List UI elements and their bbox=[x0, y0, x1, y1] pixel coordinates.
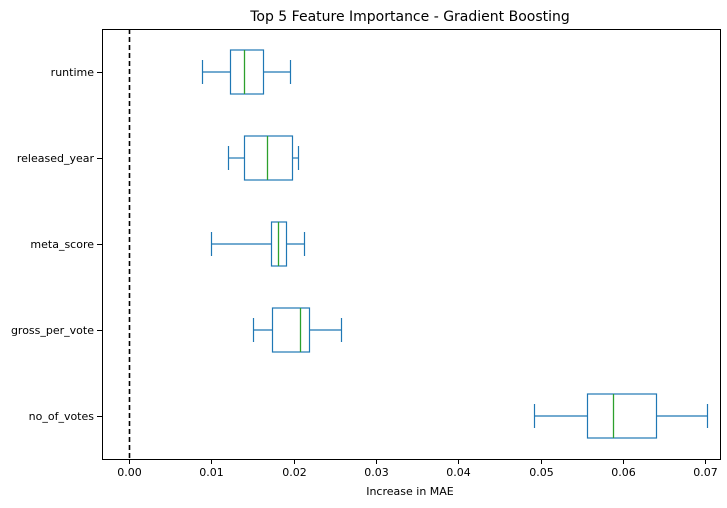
y-tick-label: runtime bbox=[51, 66, 95, 79]
x-tick-label: 0.07 bbox=[693, 466, 718, 479]
box-no-of-votes bbox=[586, 393, 658, 439]
x-tick-label: 0.05 bbox=[529, 466, 554, 479]
x-tick-label: 0.03 bbox=[364, 466, 389, 479]
axes-frame bbox=[102, 29, 721, 460]
y-tick-label: no_of_votes bbox=[29, 410, 95, 423]
box-runtime bbox=[229, 49, 265, 95]
x-tick-label: 0.04 bbox=[446, 466, 471, 479]
y-tick-label: released_year bbox=[17, 152, 95, 165]
y-tick-label: gross_per_vote bbox=[11, 324, 94, 337]
x-tick-label: 0.06 bbox=[611, 466, 636, 479]
x-tick-label: 0.01 bbox=[199, 466, 224, 479]
y-tick-label: meta_score bbox=[30, 238, 94, 251]
x-axis-label: Increase in MAE bbox=[366, 485, 454, 498]
x-tick-label: 0.00 bbox=[117, 466, 142, 479]
x-tick-label: 0.02 bbox=[282, 466, 307, 479]
plot-area: 0.00 0.01 0.02 0.03 0.04 0.05 0.06 0.07 runtime r… bbox=[11, 29, 721, 479]
box-gross-per-vote bbox=[271, 307, 311, 353]
box-released-year bbox=[243, 135, 294, 181]
chart-title: Top 5 Feature Importance - Gradient Boos… bbox=[249, 9, 570, 25]
